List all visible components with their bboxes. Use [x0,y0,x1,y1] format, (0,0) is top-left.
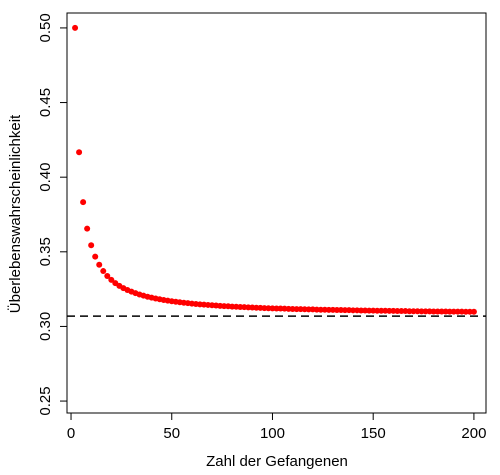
data-point [72,24,79,31]
data-point [92,253,99,260]
plot-frame [66,12,487,414]
x-tick-label: 0 [67,425,75,442]
data-point [104,272,111,279]
data-points [72,24,477,315]
data-point [84,225,91,232]
y-axis-title: Überlebenswahrscheinlichkeit [6,114,24,313]
y-tick-label: 0.40 [37,163,54,192]
y-tick-label: 0.35 [37,237,54,266]
y-tick-label: 0.30 [37,312,54,341]
data-point [96,261,103,268]
data-point [470,308,477,315]
data-point [88,242,95,249]
x-axis-title: Zahl der Gefangenen [206,453,348,470]
x-tick-label: 100 [260,425,285,442]
data-point [108,276,115,283]
x-axis: 0 50 100 150 200 [67,413,486,442]
y-tick-label: 0.50 [37,13,54,42]
x-tick-label: 150 [361,425,386,442]
y-tick-label: 0.25 [37,386,54,415]
data-point [76,149,83,156]
y-tick-label: 0.45 [37,88,54,117]
data-point [100,268,107,275]
data-point [80,199,87,206]
x-tick-label: 200 [461,425,486,442]
x-tick-label: 50 [163,425,180,442]
y-axis: 0.25 0.30 0.35 0.40 0.45 0.50 [37,13,67,416]
